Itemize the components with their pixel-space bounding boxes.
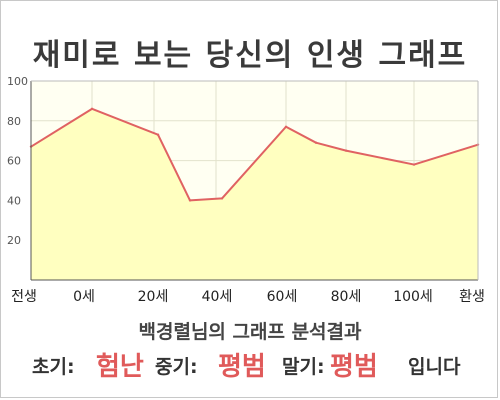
y-tick-label: 80 bbox=[7, 115, 21, 128]
data-point bbox=[344, 149, 348, 152]
late-period-value: 평범 bbox=[330, 352, 378, 382]
data-point bbox=[188, 199, 192, 202]
x-tick-label: 환생 bbox=[459, 289, 485, 305]
x-tick-label: 100세 bbox=[393, 289, 433, 305]
data-point bbox=[412, 163, 416, 166]
series-area-fill bbox=[31, 108, 478, 280]
late-period-label: 말기: bbox=[282, 356, 325, 378]
early-period-label: 초기: bbox=[32, 356, 75, 378]
y-tick-label: 100 bbox=[7, 75, 28, 88]
data-point bbox=[220, 197, 224, 200]
analysis-result-line: 초기: 험난 중기: 평범 말기: 평범 입니다 bbox=[0, 346, 500, 382]
data-point bbox=[90, 107, 94, 111]
data-point bbox=[314, 141, 318, 144]
chart-title: 재미로 보는 당신의 인생 그래프 bbox=[32, 38, 468, 73]
x-tick-label: 전생 bbox=[11, 289, 37, 305]
early-period-value: 험난 bbox=[96, 352, 144, 382]
middle-period-value: 평범 bbox=[218, 352, 266, 382]
x-tick-label: 40세 bbox=[202, 289, 233, 305]
ending-text: 입니다 bbox=[408, 356, 461, 378]
x-tick-label: 60세 bbox=[267, 289, 298, 305]
data-point bbox=[284, 125, 288, 128]
y-tick-label: 40 bbox=[7, 194, 21, 207]
data-point bbox=[156, 133, 160, 136]
x-tick-label: 20세 bbox=[138, 289, 169, 305]
analysis-subtitle: 백경렬님의 그래프 분석결과 bbox=[138, 321, 362, 343]
series-line bbox=[30, 107, 479, 202]
y-tick-label: 60 bbox=[7, 155, 21, 168]
y-tick-label: 20 bbox=[7, 234, 21, 247]
life-graph-chart: 20 40 60 80 100 전생 0세 20세 40세 60세 80세 100세 환생 bbox=[7, 75, 485, 305]
x-tick-label: 80세 bbox=[331, 289, 362, 305]
middle-period-label: 중기: bbox=[155, 356, 198, 378]
x-tick-label: 0세 bbox=[73, 289, 95, 305]
